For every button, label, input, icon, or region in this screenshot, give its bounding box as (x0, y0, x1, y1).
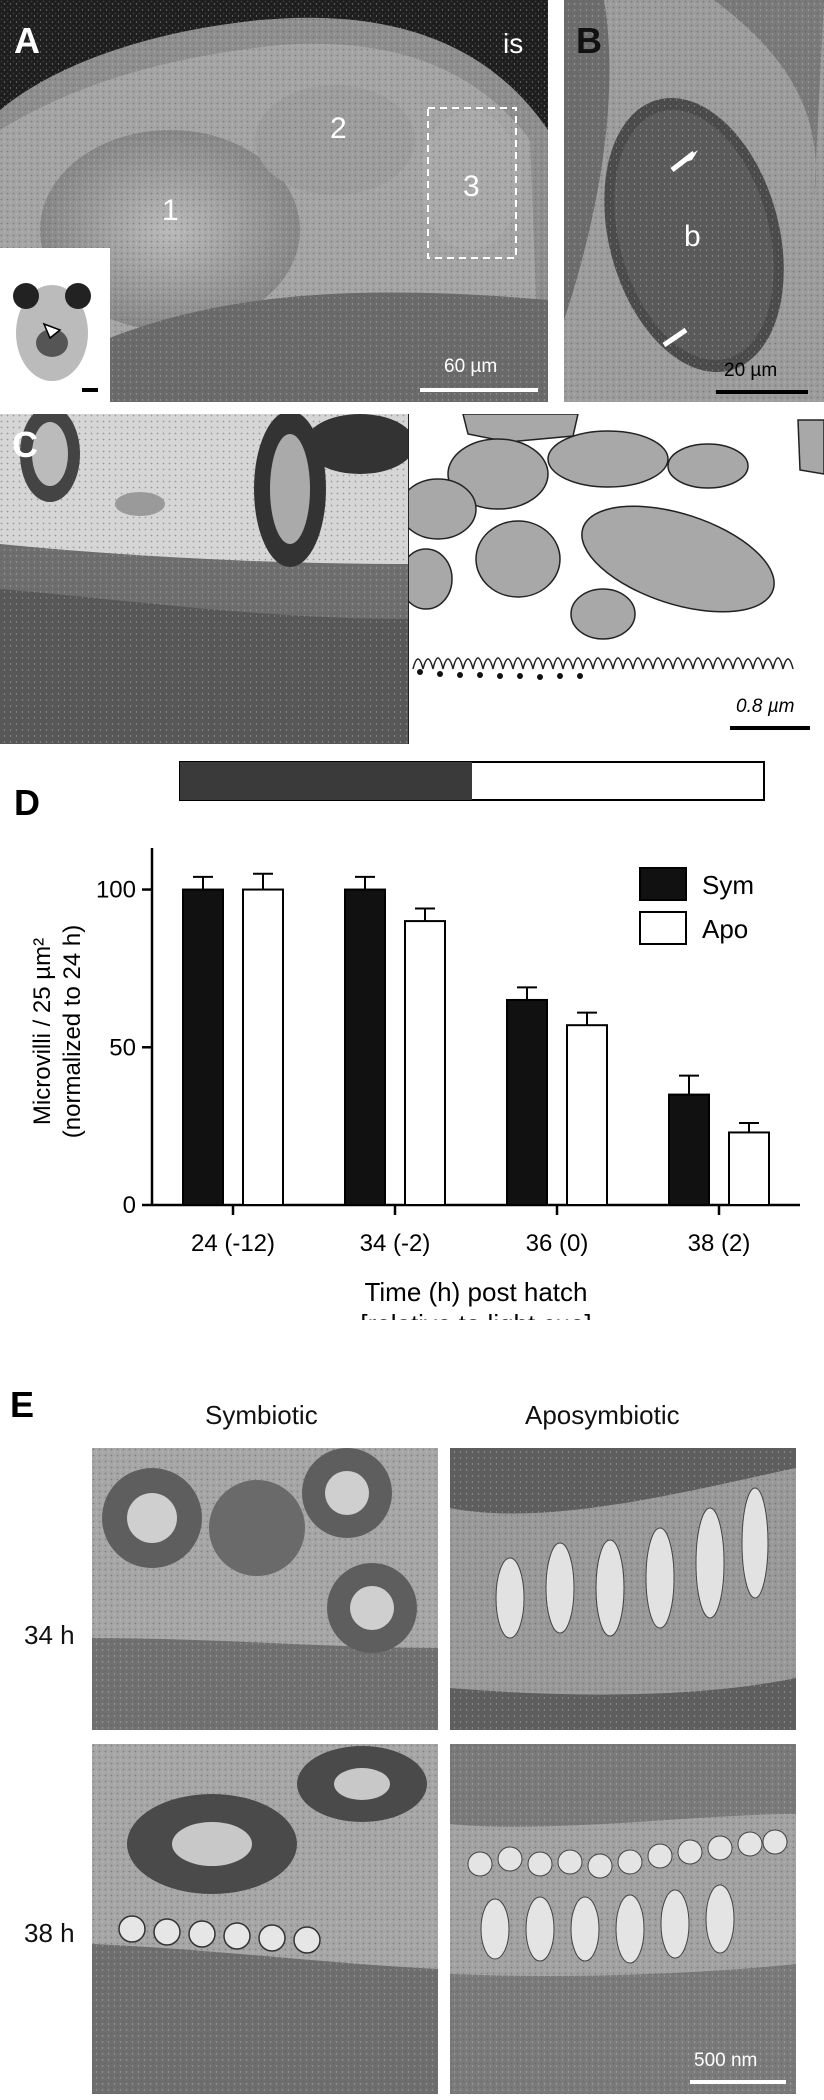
x-axis-label-line2: [relative to light cue] (360, 1309, 591, 1320)
panel-b-tissue (564, 0, 824, 402)
panel-c-scalebar-label: 0.8 µm (736, 696, 795, 717)
arrow-icon (662, 327, 688, 348)
arrow-icon (42, 322, 62, 340)
y-tick-label: 0 (123, 1192, 136, 1219)
col-header-aposymbiotic: Aposymbiotic (525, 1400, 680, 1430)
bar-sym (506, 998, 548, 1206)
bar-apo (728, 1131, 770, 1207)
panel-b-micrograph: B b 20 µm (564, 0, 824, 402)
region-label-1: 1 (162, 194, 179, 227)
tem-sym-34h (92, 1448, 438, 1730)
panel-d-bar-chart: 0 50 100 24 (-12) 34 (-2) 36 (0) 38 (2) Sym Apo M… (29, 761, 800, 1320)
panel-c-scalebar (730, 726, 810, 730)
panel-a-letter: A (14, 20, 40, 61)
panel-e-scalebar (690, 2080, 786, 2084)
x-tick-label: 24 (-12) (191, 1230, 275, 1257)
y-axis-label-line2: (normalized to 24 h) (59, 925, 86, 1138)
region-label-2: 2 (330, 112, 347, 145)
legend-label-apo: Apo (702, 914, 748, 944)
y-tick-label: 100 (96, 877, 136, 904)
y-axis-label-line1: Microvilli / 25 µm² (29, 938, 56, 1125)
row-label-34h: 34 h (24, 1620, 75, 1650)
x-tick-label: 36 (0) (526, 1230, 589, 1257)
panel-c-tracing: 0.8 µm (399, 413, 824, 744)
legend-swatch-apo (639, 911, 687, 945)
x-tick-label: 34 (-2) (360, 1230, 431, 1257)
panel-a-scalebar-label: 60 µm (444, 356, 498, 377)
panel-a-scalebar (420, 388, 538, 392)
panel-c-micrograph: C (0, 414, 408, 744)
bar-sym (668, 1093, 710, 1206)
panel-c-letter: C (12, 424, 38, 465)
panel-a-micrograph: A is 1 2 3 60 µm (0, 0, 548, 402)
x-axis-label-line1: Time (h) post hatch (364, 1277, 587, 1307)
x-tick-label: 38 (2) (688, 1230, 751, 1257)
bar-sym (182, 888, 224, 1207)
panel-e-scalebar-label: 500 nm (694, 2050, 758, 2071)
row-label-38h: 38 h (24, 1918, 75, 1948)
panel-a-inset (0, 248, 110, 402)
bar-apo (566, 1024, 608, 1207)
panel-e-letter: E (10, 1384, 35, 1425)
bar-apo (404, 920, 446, 1206)
panel-c-tracing-drawing (399, 413, 824, 744)
panel-d-letter: D (14, 782, 40, 823)
tem-sym-38h (92, 1744, 438, 2094)
panel-c-tissue (0, 414, 408, 744)
region-label-3: 3 (463, 170, 480, 203)
panel-a-corner-label: is (503, 28, 524, 59)
bar-apo (242, 888, 284, 1207)
col-header-symbiotic: Symbiotic (205, 1400, 318, 1430)
bar-sym (344, 888, 386, 1207)
panel-b-scalebar (716, 390, 808, 394)
inset-scalebar (82, 388, 98, 392)
legend-swatch-sym (639, 867, 687, 901)
squid-inset-image (13, 283, 98, 392)
panel-b-scalebar-label: 20 µm (724, 360, 778, 381)
dark-phase-bar (180, 762, 472, 800)
tem-apo-34h (450, 1448, 796, 1730)
panel-b-region-label: b (684, 220, 701, 253)
tem-apo-38h: 500 nm (450, 1744, 796, 2094)
legend-label-sym: Sym (702, 870, 754, 900)
panel-b-letter: B (576, 20, 602, 61)
y-tick-label: 50 (109, 1034, 136, 1061)
